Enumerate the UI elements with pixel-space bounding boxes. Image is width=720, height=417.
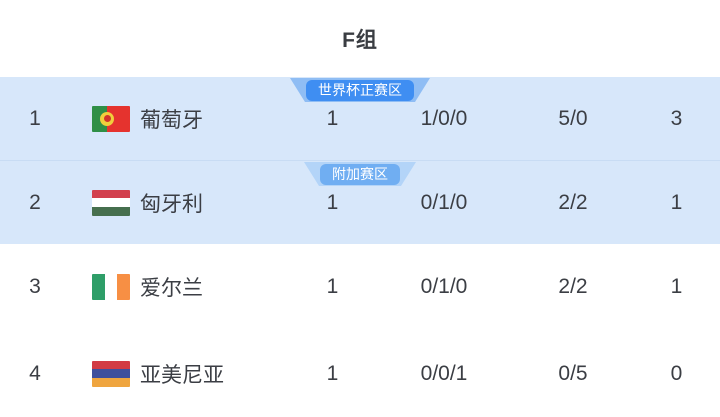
win-draw-loss-cell: 0/1/0 <box>420 275 468 298</box>
flag-stripe <box>104 274 118 300</box>
zone-badge-label: 附加赛区 <box>320 164 400 185</box>
table-row-content: 4 亚美尼亚 1 0/0/1 0/5 0 <box>0 330 720 417</box>
goals-for-against-cell: 0/5 <box>558 361 588 385</box>
goals-for-against-cell: 2/2 <box>558 190 588 214</box>
win-draw-loss-cell: 1/0/0 <box>420 106 468 130</box>
zone-badge: 世界杯正赛区 <box>290 78 430 102</box>
hungary-flag <box>92 189 130 216</box>
armillary-sphere-emblem <box>100 111 115 126</box>
win-draw-loss-cell: 0/1/0 <box>420 190 468 214</box>
team-name: 匈牙利 <box>140 192 203 216</box>
flag-stripe <box>92 189 130 199</box>
flag-stripe <box>92 274 105 300</box>
rank-cell: 3 <box>29 275 41 298</box>
matches-played-cell: 1 <box>326 190 339 214</box>
flag-cell <box>70 274 140 300</box>
flag-cell <box>70 189 140 216</box>
table-row[interactable]: 3 爱尔兰 1 0/1/0 2/2 1 <box>0 244 720 330</box>
table-header: F组 <box>0 0 720 77</box>
matches-played-cell: 1 <box>326 106 339 130</box>
table-row-content: 3 爱尔兰 1 0/1/0 2/2 1 <box>0 244 720 330</box>
flag-cell <box>70 105 140 132</box>
flag-cell <box>70 360 140 387</box>
flag-stripe <box>92 377 130 387</box>
win-draw-loss-cell: 0/0/1 <box>420 361 468 385</box>
table-row[interactable]: 附加赛区 2 匈牙利 1 0/1/0 2/2 1 <box>0 160 720 244</box>
matches-played-cell: 1 <box>326 361 339 385</box>
goals-for-against-cell: 5/0 <box>558 106 588 130</box>
team-name: 葡萄牙 <box>140 108 203 132</box>
emblem-shield <box>103 115 111 122</box>
table-row[interactable]: 4 亚美尼亚 1 0/0/1 0/5 0 <box>0 330 720 417</box>
group-title: F组 <box>342 28 378 52</box>
flag-stripe <box>92 198 130 207</box>
table-row-content: 2 匈牙利 1 0/1/0 2/2 1 <box>0 161 720 244</box>
standings-table: 世界杯正赛区 1 葡萄牙 1 1/0/0 5/0 3 附加赛区 2 匈牙利 1 … <box>0 77 720 417</box>
zone-badge: 附加赛区 <box>304 162 416 186</box>
flag-stripe <box>117 274 130 300</box>
points-cell: 3 <box>670 106 683 130</box>
rank-cell: 1 <box>29 106 41 130</box>
team-name: 亚美尼亚 <box>140 363 224 387</box>
team-name: 爱尔兰 <box>140 277 203 300</box>
armenia-flag <box>92 360 130 387</box>
table-row-content: 1 葡萄牙 1 1/0/0 5/0 3 <box>0 77 720 160</box>
points-cell: 1 <box>670 190 683 214</box>
table-row[interactable]: 世界杯正赛区 1 葡萄牙 1 1/0/0 5/0 3 <box>0 77 720 160</box>
flag-stripe <box>92 360 130 370</box>
flag-stripe <box>92 369 130 378</box>
ireland-flag <box>92 274 130 300</box>
flag-stripe <box>92 206 130 216</box>
portugal-flag <box>92 105 130 132</box>
rank-cell: 2 <box>29 190 41 214</box>
goals-for-against-cell: 2/2 <box>558 275 588 298</box>
matches-played-cell: 1 <box>326 275 339 298</box>
zone-badge-label: 世界杯正赛区 <box>306 80 414 101</box>
points-cell: 0 <box>670 361 683 385</box>
flag-stripe <box>107 105 130 132</box>
points-cell: 1 <box>670 275 683 298</box>
rank-cell: 4 <box>29 361 41 385</box>
